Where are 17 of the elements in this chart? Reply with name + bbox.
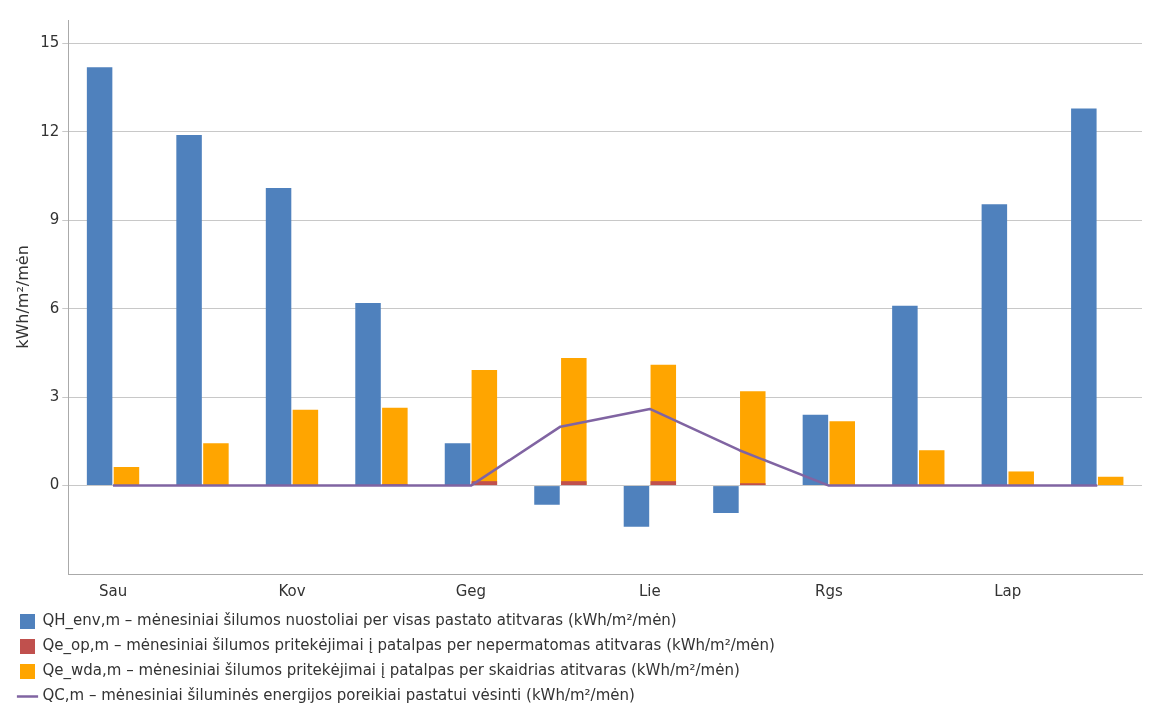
x-tick-label: Kov (278, 581, 306, 600)
legend-label: QC,m – mėnesiniai šiluminės energijos poreikiai pastatui vėsinti (kWh/m²/mėn) (42, 686, 635, 705)
x-tick-label: Rgs (814, 581, 843, 600)
y-tick-label: 6 (49, 298, 60, 317)
y-tick-label: 3 (49, 387, 60, 406)
legend-label: Qe_wda,m – mėnesiniai šilumos pritekėjimai į patalpas per skaidrias atitvaras (kWh/m²/mėn) (42, 661, 740, 681)
x-tick-label: Geg (455, 581, 487, 600)
legend-label: QH_env,m – mėnesiniai šilumos nuostoliai per visas pastato atitvaras (kWh/m²/mėn) (42, 611, 677, 631)
x-tick-label: Lie (639, 581, 661, 600)
y-tick-label: 0 (49, 475, 60, 494)
y-tick-label: 15 (40, 33, 60, 52)
y-tick-label: 9 (49, 210, 60, 229)
x-tick-label: Lap (994, 581, 1022, 600)
legend-label: Qe_op,m – mėnesiniai šilumos pritekėjimai į patalpas per nepermatomas atitvaras (kWh/m²/mėn) (42, 636, 775, 656)
x-tick-label: Sau (98, 581, 128, 600)
y-tick-label: 12 (40, 121, 60, 140)
y-axis-title: kWh/m²/mėn (12, 245, 32, 349)
